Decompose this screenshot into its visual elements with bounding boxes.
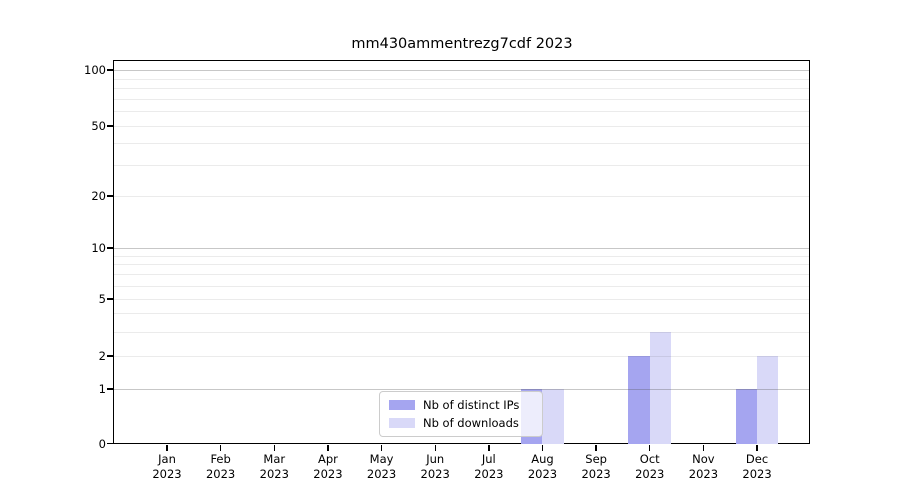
gridline-minor-50 — [114, 126, 809, 127]
y-axis-tick-20 — [107, 195, 113, 197]
y-axis-tick-5 — [107, 298, 113, 300]
x-axis-tick-jan — [166, 444, 168, 451]
gridline-minor-70 — [114, 98, 809, 100]
gridline-minor-40 — [114, 143, 809, 144]
x-axis-tick-jul — [488, 444, 490, 451]
gridline-minor-9 — [114, 255, 809, 257]
y-tick-label-20: 20 — [91, 189, 106, 203]
legend-item-distinct-ips: Nb of distinct IPs — [389, 398, 533, 412]
x-axis-tick-aug — [541, 444, 544, 451]
y-tick-label-5: 5 — [98, 292, 106, 306]
y-axis-tick-10 — [107, 247, 113, 249]
gridline-minor-6 — [114, 285, 809, 287]
bar-downloads-oct — [649, 332, 672, 444]
bar-distinct-ips-oct — [628, 356, 650, 444]
x-axis-tick-dec — [756, 444, 758, 451]
gridline-minor-20 — [114, 196, 809, 197]
x-axis-tick-nov — [702, 444, 705, 451]
x-tick-label-dec: Dec 2023 — [742, 451, 772, 481]
x-tick-label-jan: Jan 2023 — [152, 451, 182, 481]
x-axis-tick-may — [380, 444, 383, 451]
gridline-major-1 — [114, 389, 809, 390]
legend-label-distinct-ips: Nb of distinct IPs — [423, 398, 520, 412]
legend-label-downloads: Nb of downloads — [423, 416, 519, 430]
gridline-minor-3 — [114, 332, 809, 333]
x-tick-label-mar: Mar 2023 — [259, 451, 289, 481]
y-axis-tick-0 — [107, 442, 113, 445]
gridline-major-100 — [114, 70, 809, 71]
x-tick-label-jul: Jul 2023 — [474, 451, 504, 481]
gridline-minor-5 — [114, 299, 809, 300]
bar-distinct-ips-dec — [735, 389, 758, 444]
x-tick-label-feb: Feb 2023 — [205, 451, 236, 481]
x-tick-label-nov: Nov 2023 — [688, 451, 719, 481]
y-tick-label-1: 1 — [98, 382, 106, 396]
legend-item-downloads: Nb of downloads — [389, 416, 533, 430]
y-axis-tick-100 — [107, 69, 113, 71]
plot-area — [113, 60, 810, 444]
x-tick-label-jun: Jun 2023 — [420, 451, 450, 481]
gridline-minor-4 — [114, 313, 809, 314]
x-tick-label-oct: Oct 2023 — [635, 451, 665, 481]
y-tick-label-2: 2 — [98, 349, 106, 363]
legend-swatch-distinct-ips — [389, 400, 415, 410]
x-tick-label-may: May 2023 — [366, 451, 397, 481]
y-axis-tick-1 — [107, 388, 113, 390]
gridline-minor-80 — [114, 88, 809, 89]
x-axis-tick-apr — [327, 444, 329, 451]
legend: Nb of distinct IPs Nb of downloads — [379, 391, 543, 437]
chart-title: mm430ammentrezg7cdf 2023 — [351, 36, 573, 52]
gridline-minor-7 — [114, 274, 809, 276]
x-axis-tick-oct — [649, 444, 651, 451]
legend-swatch-downloads — [389, 418, 415, 428]
bar-downloads-aug — [542, 389, 564, 444]
gridline-minor-2 — [114, 356, 809, 357]
gridline-minor-90 — [114, 78, 809, 80]
x-tick-label-apr: Apr 2023 — [313, 451, 343, 481]
y-axis-tick-50 — [107, 125, 113, 127]
y-axis-tick-2 — [107, 355, 113, 357]
x-axis-tick-mar — [273, 444, 275, 451]
gridline-minor-60 — [114, 111, 809, 113]
x-axis-tick-feb — [219, 444, 222, 451]
gridline-minor-8 — [114, 264, 809, 266]
bar-downloads-dec — [757, 356, 779, 444]
x-tick-label-aug: Aug 2023 — [527, 451, 558, 481]
y-tick-label-50: 50 — [91, 119, 106, 133]
y-tick-label-100: 100 — [84, 63, 106, 77]
x-axis-tick-sep — [595, 444, 597, 451]
y-tick-label-0: 0 — [98, 436, 106, 451]
gridline-major-10 — [114, 248, 809, 249]
x-tick-label-sep: Sep 2023 — [581, 451, 611, 481]
x-axis-tick-jun — [434, 444, 436, 451]
y-tick-label-10: 10 — [91, 241, 106, 255]
gridline-minor-30 — [114, 165, 809, 166]
